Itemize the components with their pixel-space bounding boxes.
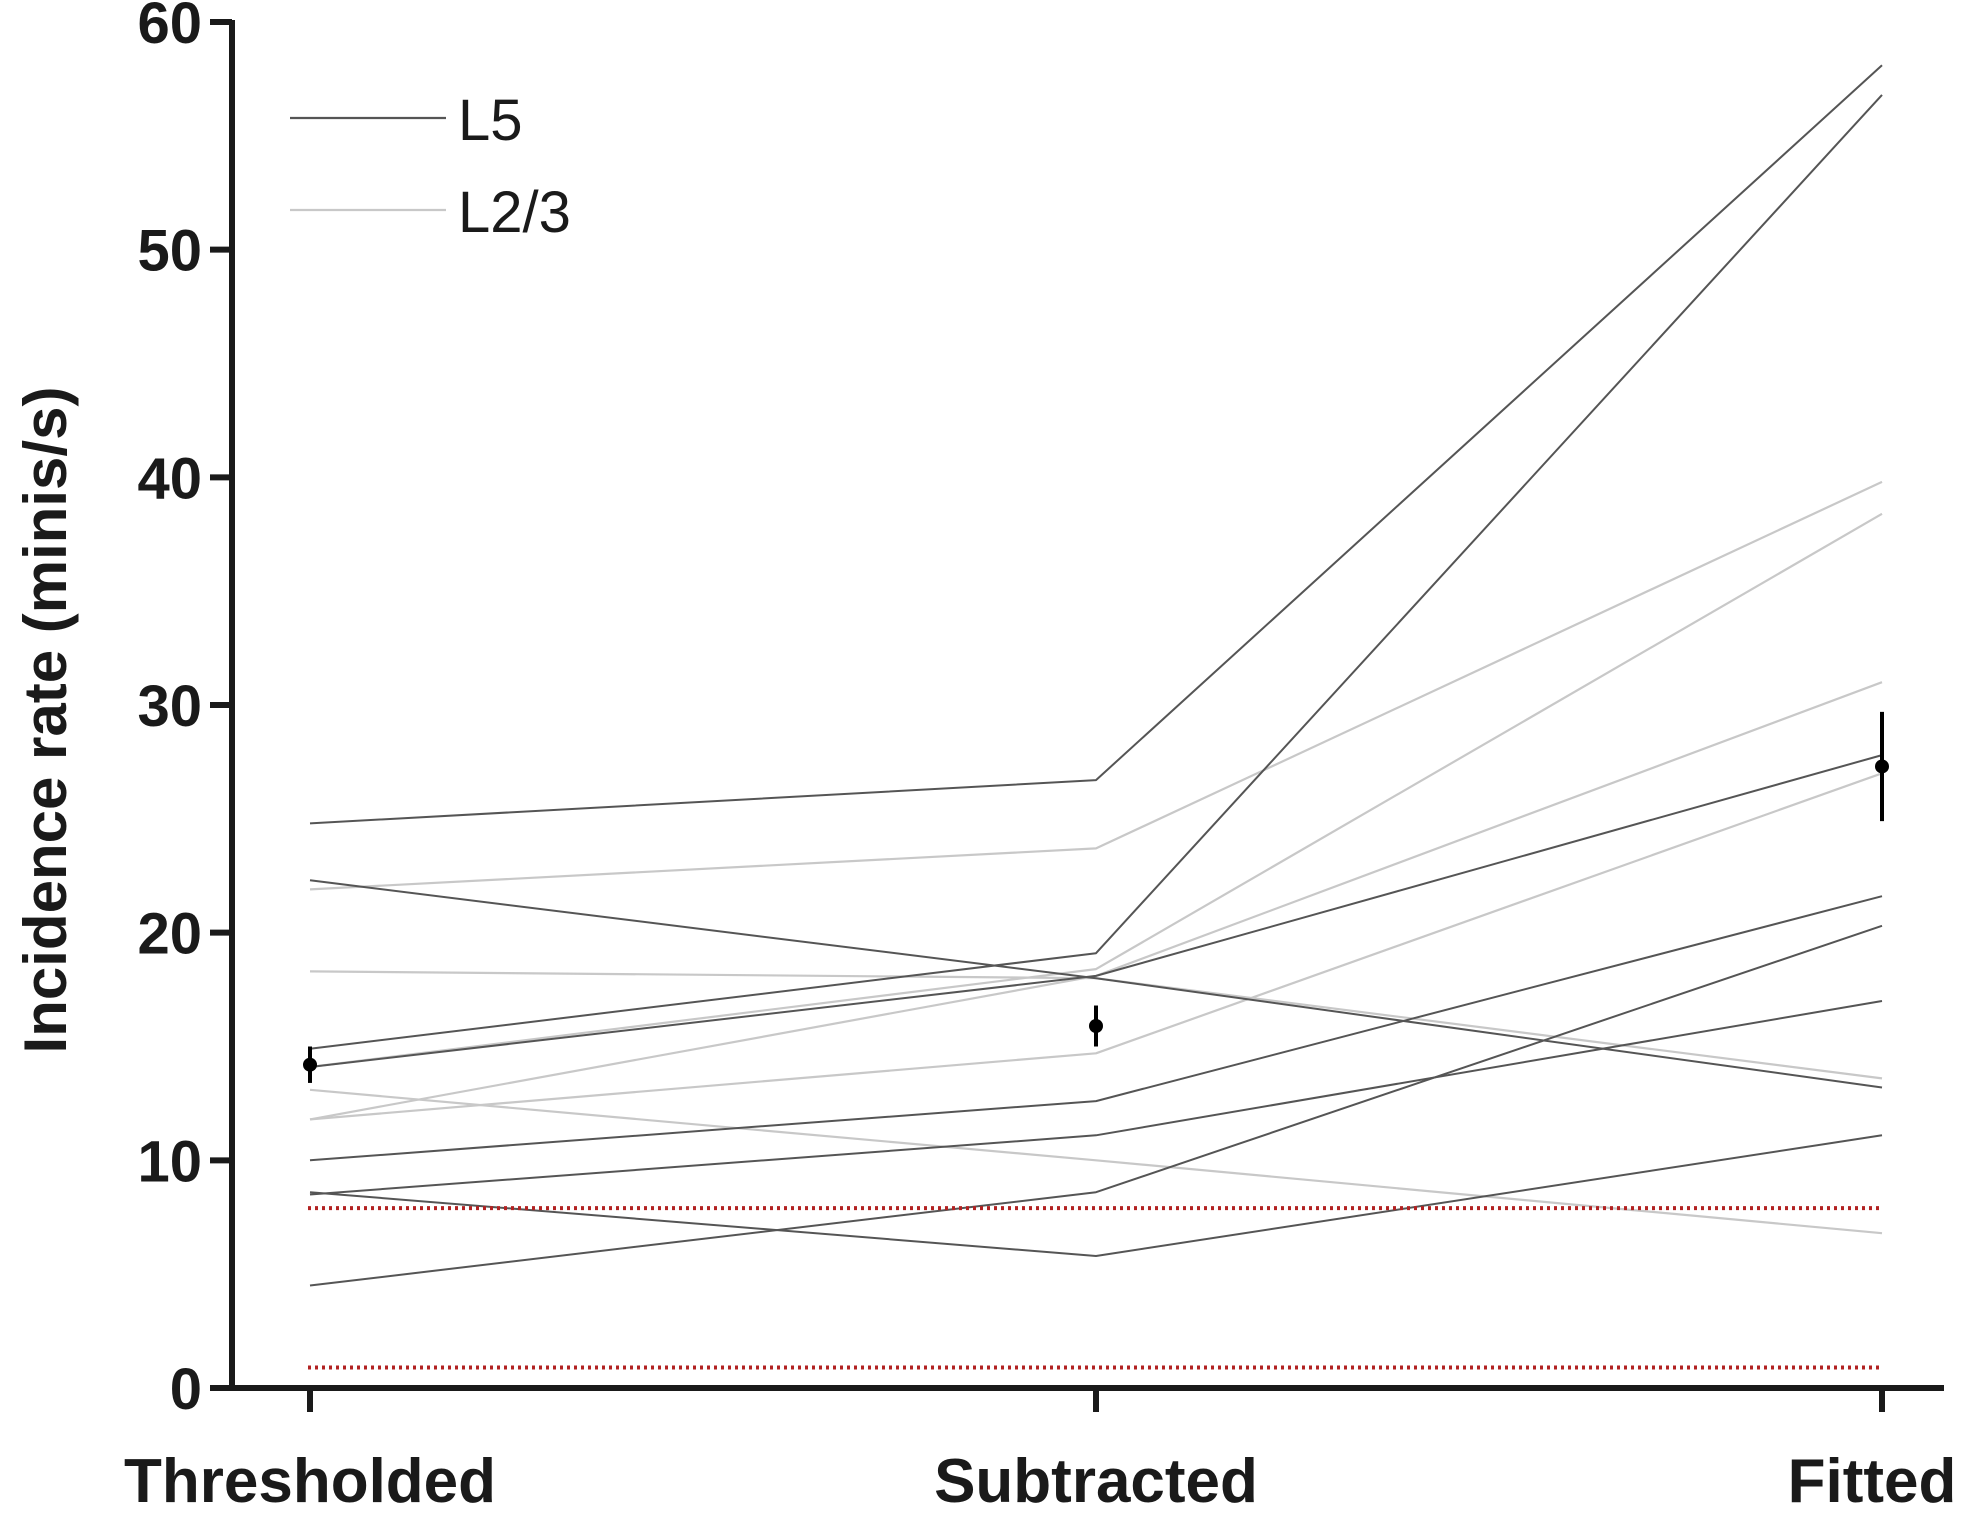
series-line-l5-7 [309,754,1883,1068]
series-line-l5-0 [309,64,1883,825]
y-axis-label: Incidence rate (minis/s) [12,387,79,1054]
series-line-l5-1 [309,879,1883,1089]
y-tick-label-30: 30 [137,674,202,739]
mean-point-1 [1089,1019,1103,1034]
y-tick-label-40: 40 [137,446,202,511]
y-tick-label-10: 10 [137,1129,202,1194]
mean-points-layer [303,711,1889,1083]
series-layer [309,64,1883,1287]
axes-layer: 0 10 20 30 40 50 60 Thresholded Subtracted Fitted… [12,0,1956,1514]
series-line-l5-4 [309,1000,1883,1196]
x-tick-label-thresholded: Thresholded [124,1447,496,1514]
series-line-l2-3-10 [309,512,1883,1069]
series-line-l2-3-11 [309,1088,1883,1235]
legend-label-l2-3: L2/3 [458,180,571,245]
mean-point-0 [303,1057,317,1072]
mean-point-2 [1875,759,1889,774]
series-line-l2-3-8 [309,480,1883,891]
x-tick-label-subtracted: Subtracted [934,1447,1258,1514]
series-line-l5-6 [309,924,1883,1287]
series-line-l5-2 [309,94,1883,1050]
series-line-l5-3 [309,895,1883,1162]
y-tick-label-0: 0 [170,1357,202,1422]
legend-label-l5: L5 [458,88,523,153]
y-tick-label-60: 60 [137,0,202,56]
y-tick-label-50: 50 [137,219,202,284]
series-line-l5-5 [309,1134,1883,1257]
y-tick-label-20: 20 [137,902,202,967]
series-line-l2-3-13 [309,772,1883,1121]
reference-lines-layer [308,1206,1882,1370]
legend: L5 L2/3 [290,88,571,245]
x-tick-label-fitted: Fitted [1788,1447,1957,1514]
